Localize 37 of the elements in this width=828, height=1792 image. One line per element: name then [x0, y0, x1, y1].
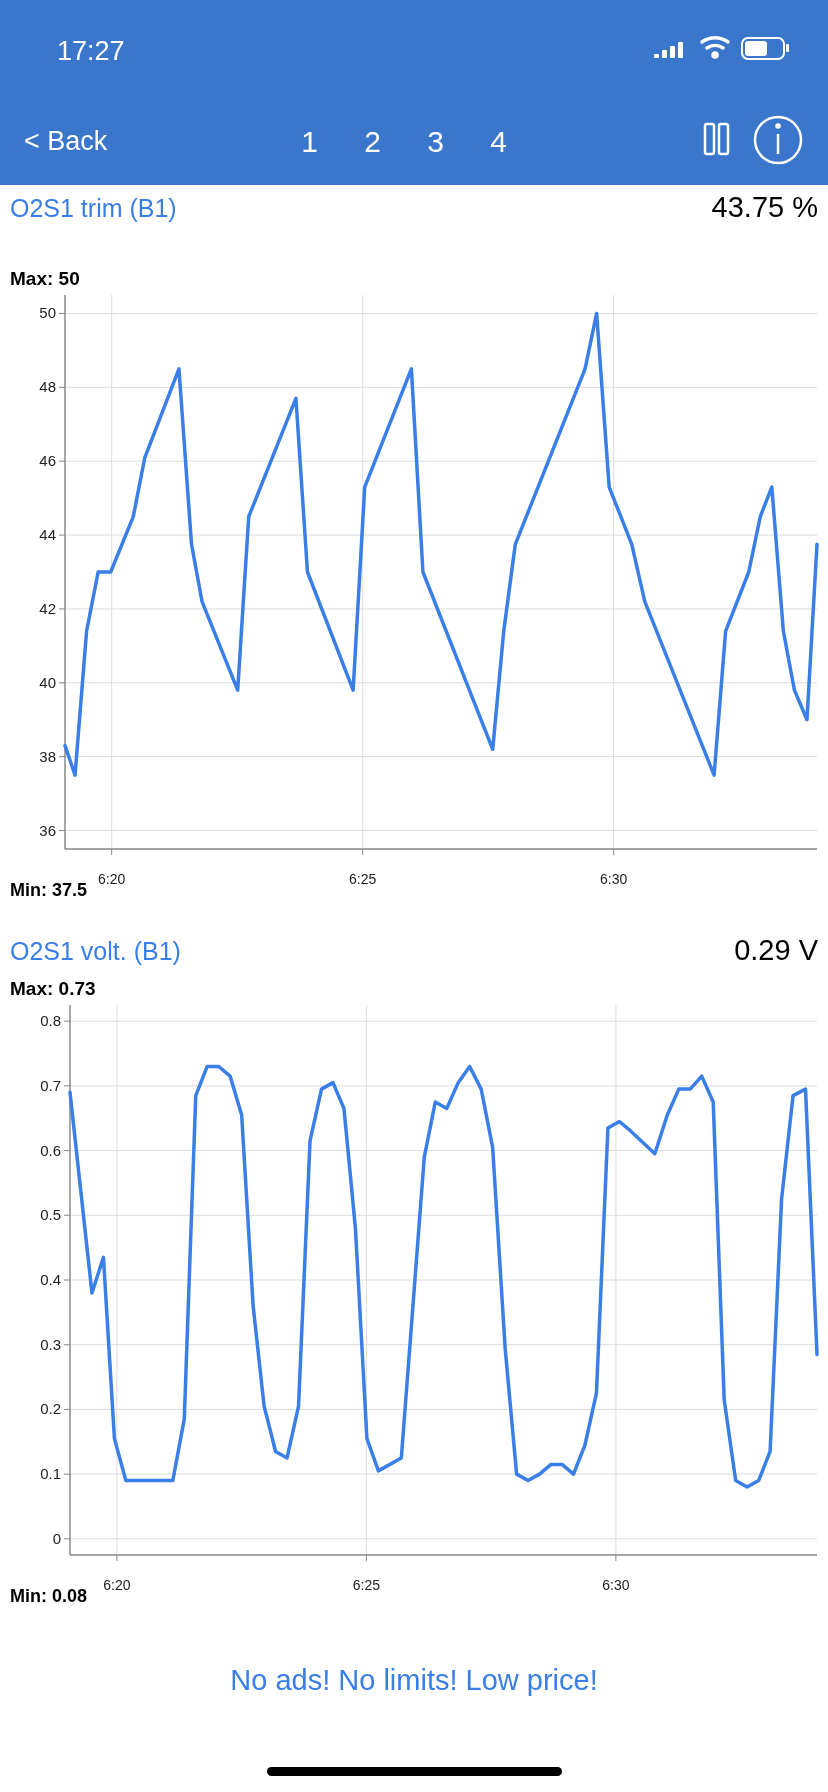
y-tick-label: 36	[39, 821, 56, 839]
x-tick-label: 6:30	[600, 871, 628, 887]
y-tick-label: 0.1	[40, 1465, 61, 1483]
y-tick-label: 46	[39, 452, 56, 470]
line-series	[68, 1064, 819, 1489]
text: 0.29 V	[734, 934, 819, 966]
text: 43.75 %	[711, 191, 818, 223]
y-tick-label: 48	[39, 378, 56, 396]
y-tick-label: 0.2	[40, 1400, 61, 1418]
y-tick-label: 50	[39, 304, 56, 322]
y-tick-label: 0.5	[40, 1206, 61, 1224]
text: Max: 0.73	[10, 978, 96, 999]
y-tick-label: 42	[39, 599, 56, 617]
y-tick-label: 0.8	[40, 1012, 61, 1030]
y-tick-label: 40	[39, 673, 56, 691]
x-tick-label: 6:30	[602, 1577, 630, 1593]
x-tick-label: 6:20	[103, 1577, 131, 1593]
y-tick-label: 0	[52, 1529, 61, 1547]
x-tick-label: 6:20	[98, 871, 126, 887]
y-tick-label: 38	[39, 747, 56, 765]
x-tick-label: 6:25	[349, 871, 377, 887]
text: 17:27	[57, 36, 125, 66]
text: No ads! No limits! Low price!	[230, 1664, 598, 1696]
chart-title: O2S1 volt. (B1)	[10, 937, 181, 965]
y-tick-label: 0.7	[40, 1076, 61, 1094]
text: < Back	[24, 126, 108, 156]
text: Min: 37.5	[10, 880, 88, 900]
text: Min: 0.08	[10, 1586, 88, 1606]
line-series	[63, 311, 819, 777]
text: 1 2 3 4	[301, 125, 507, 158]
y-tick-label: 44	[39, 526, 56, 544]
y-tick-label: 0.4	[40, 1271, 61, 1288]
y-tick-label: 0.6	[40, 1141, 61, 1159]
x-tick-label: 6:25	[352, 1577, 381, 1593]
chart-title: O2S1 trim (B1)	[10, 194, 177, 222]
y-tick-label: 0.3	[40, 1335, 61, 1353]
text: Max: 50	[10, 268, 80, 289]
